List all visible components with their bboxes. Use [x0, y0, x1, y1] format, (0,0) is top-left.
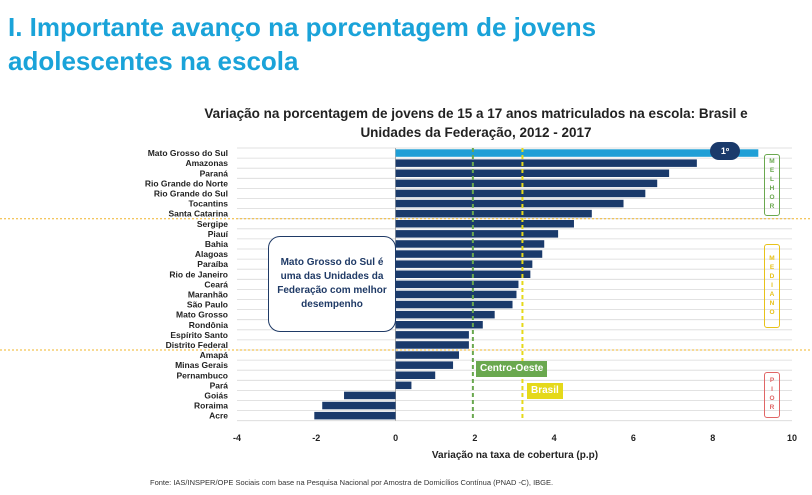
- bar: [395, 250, 543, 258]
- rank-badge: 1º: [710, 142, 740, 160]
- bar: [395, 189, 646, 198]
- tier-worst-box: PIOR: [764, 372, 780, 418]
- category-label: Maranhão: [188, 289, 228, 299]
- callout-box: Mato Grosso do Sul é uma das Unidades da…: [268, 236, 396, 332]
- bar: [395, 341, 469, 349]
- bar: [395, 169, 670, 177]
- category-label: Rondônia: [189, 320, 228, 330]
- page-title: I. Importante avanço na porcentagem de j…: [8, 10, 808, 78]
- category-label: Amapá: [200, 350, 229, 360]
- x-tick-label: -2: [312, 433, 320, 443]
- bar: [395, 361, 454, 369]
- tier-best-box: MELHOR: [764, 154, 780, 216]
- bar: [395, 159, 697, 167]
- category-label: Mato Grosso: [176, 310, 228, 320]
- bar: [395, 290, 517, 299]
- source-footnote: Fonte: IAS/INSPER/OPE Sociais com base n…: [150, 478, 554, 487]
- x-tick-label: 6: [631, 433, 636, 443]
- tier-middle-label: MEDIANO: [768, 254, 776, 318]
- bar: [395, 270, 531, 278]
- bar: [395, 280, 519, 289]
- category-label: Distrito Federal: [166, 340, 228, 350]
- tier-middle-box: MEDIANO: [764, 244, 780, 328]
- category-label: Pará: [210, 380, 229, 390]
- category-label: Minas Gerais: [175, 360, 228, 370]
- category-label: Acre: [209, 411, 228, 421]
- page-title-line1: I. Importante avanço na porcentagem de j…: [8, 12, 597, 42]
- category-label: Tocantins: [188, 199, 228, 209]
- bar: [395, 331, 469, 339]
- callout-text: Mato Grosso do Sul é uma das Unidades da…: [277, 257, 387, 310]
- category-label: Santa Catarina: [168, 209, 228, 219]
- brasil-tag: Brasil: [527, 383, 563, 399]
- category-label: Alagoas: [195, 249, 228, 259]
- bar: [395, 199, 624, 208]
- bar: [395, 381, 412, 390]
- x-tick-label: 2: [472, 433, 477, 443]
- page-title-line2: adolescentes na escola: [8, 46, 299, 76]
- category-label: Rio Grande do Sul: [154, 188, 228, 198]
- bar: [344, 391, 396, 400]
- bar: [314, 411, 396, 420]
- category-label: Amazonas: [185, 158, 228, 168]
- tier-worst-label: PIOR: [768, 377, 776, 413]
- category-label: Roraima: [194, 401, 228, 411]
- category-label: Paraná: [200, 168, 229, 178]
- bar: [395, 209, 592, 218]
- bar: [395, 240, 545, 248]
- x-tick-label: 4: [552, 433, 557, 443]
- bar: [395, 179, 658, 188]
- bar: [395, 260, 533, 268]
- category-label: Mato Grosso do Sul: [148, 148, 228, 158]
- bar: [322, 401, 396, 410]
- category-label: Goiás: [204, 390, 228, 400]
- category-label: São Paulo: [187, 300, 228, 310]
- bar: [395, 220, 574, 228]
- category-label: Piauí: [208, 229, 229, 239]
- category-label: Rio de Janeiro: [169, 269, 228, 279]
- category-label: Espírito Santo: [170, 330, 228, 340]
- bar: [395, 230, 559, 238]
- bar: [395, 310, 495, 319]
- category-label: Sergipe: [197, 219, 228, 229]
- bar: [395, 351, 459, 359]
- chart-title-line2: Unidades da Federação, 2012 - 2017: [360, 125, 592, 140]
- bar: [395, 321, 483, 329]
- category-label: Rio Grande do Norte: [145, 178, 228, 188]
- bar: [395, 149, 759, 157]
- x-tick-label: 10: [787, 433, 797, 443]
- x-tick-label: 8: [710, 433, 715, 443]
- category-label: Pernambuco: [177, 370, 229, 380]
- bar: [395, 300, 513, 309]
- category-label: Ceará: [204, 279, 228, 289]
- bar: [395, 371, 436, 379]
- x-tick-label: 0: [393, 433, 398, 443]
- x-axis-label: Variação na taxa de cobertura (p.p): [432, 450, 598, 461]
- x-tick-label: -4: [233, 433, 241, 443]
- category-label: Paraíba: [197, 259, 228, 269]
- centro-oeste-tag: Centro-Oeste: [476, 361, 548, 377]
- chart-title-line1: Variação na porcentagem de jovens de 15 …: [204, 106, 748, 121]
- tier-best-label: MELHOR: [768, 158, 776, 212]
- category-label: Bahia: [205, 239, 228, 249]
- chart-title: Variação na porcentagem de jovens de 15 …: [196, 104, 756, 142]
